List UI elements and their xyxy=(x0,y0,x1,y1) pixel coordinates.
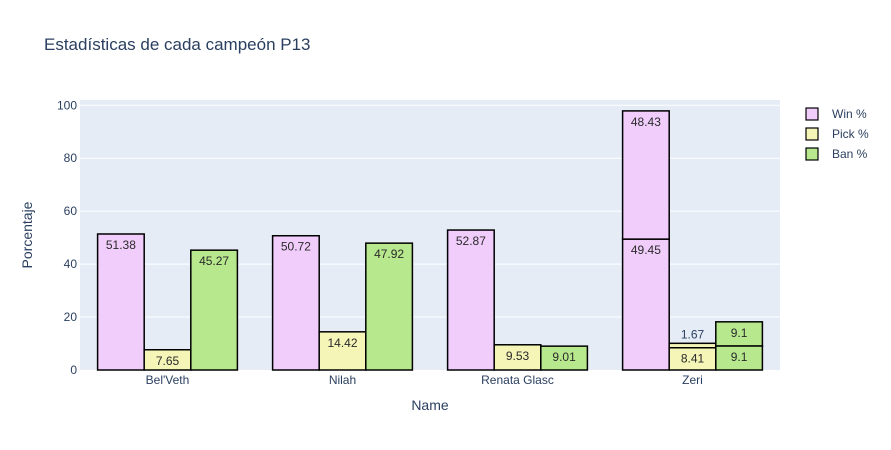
x-axis-ticks: Bel'Veth Nilah Renata Glasc Zeri xyxy=(146,373,703,387)
bar xyxy=(365,242,414,371)
bar-value-label: 49.45 xyxy=(631,243,661,257)
bar-value-label: 9.01 xyxy=(552,350,576,364)
bar-value-label: 47.92 xyxy=(374,247,404,261)
y-axis-ticks: 0 20 40 60 80 100 xyxy=(57,98,77,377)
bar xyxy=(271,234,320,371)
bar-value-label: 50.72 xyxy=(281,240,311,254)
y-tick-label: 20 xyxy=(64,310,78,324)
legend-label: Pick % xyxy=(832,127,869,141)
x-tick-label: Renata Glasc xyxy=(481,373,554,387)
bar-value-label: 51.38 xyxy=(106,238,136,252)
bar-value-label: 9.53 xyxy=(506,349,530,363)
x-tick-label: Bel'Veth xyxy=(146,373,190,387)
plot-area xyxy=(80,100,780,370)
bar xyxy=(446,229,495,371)
legend-label: Ban % xyxy=(832,147,868,161)
y-tick-label: 40 xyxy=(64,257,78,271)
y-tick-label: 80 xyxy=(64,151,78,165)
legend-swatch xyxy=(805,147,819,161)
bar xyxy=(621,110,670,240)
bar xyxy=(668,342,717,349)
bar xyxy=(715,321,764,347)
bar-value-label: 7.65 xyxy=(156,354,180,368)
bar xyxy=(493,344,542,371)
chart-title: Estadísticas de cada campeón P13 xyxy=(44,35,311,54)
data-labels: 51.38 7.65 45.27 50.72 14.42 47.92 52.87 9.53 9.… xyxy=(106,115,748,368)
y-tick-label: 100 xyxy=(57,98,77,112)
y-tick-label: 0 xyxy=(70,363,77,377)
bar-value-label: 9.1 xyxy=(731,350,748,364)
bar-value-label: 52.87 xyxy=(456,234,486,248)
legend: Win % Pick % Ban % xyxy=(805,107,869,161)
bar-value-label: 8.41 xyxy=(681,352,705,366)
x-axis-title: Name xyxy=(411,397,449,413)
bar-value-label: 9.1 xyxy=(731,326,748,340)
bar xyxy=(540,345,589,371)
legend-swatch xyxy=(805,127,819,141)
bars xyxy=(96,110,764,371)
bar xyxy=(190,249,239,371)
bar xyxy=(621,238,670,371)
bar-value-label: 14.42 xyxy=(327,336,357,350)
y-tick-label: 60 xyxy=(64,204,78,218)
x-tick-label: Zeri xyxy=(682,373,703,387)
y-axis-title: Porcentaje xyxy=(19,201,35,268)
x-tick-label: Nilah xyxy=(329,373,356,387)
bar-value-label: 48.43 xyxy=(631,115,661,129)
bar xyxy=(715,345,764,371)
bar-value-label: 1.67 xyxy=(681,327,705,341)
legend-swatch xyxy=(805,107,819,121)
bar xyxy=(96,233,145,371)
bar-value-label: 45.27 xyxy=(199,254,229,268)
legend-label: Win % xyxy=(832,107,867,121)
